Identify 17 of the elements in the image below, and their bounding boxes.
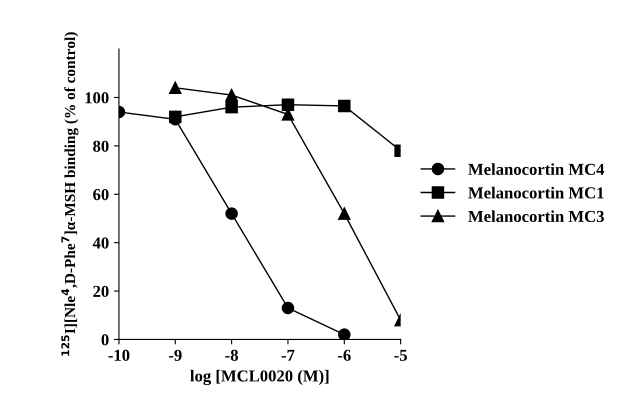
y-tick-label: 0 xyxy=(102,334,109,346)
legend-label: Melanocortin MC4 xyxy=(468,163,604,175)
legend-label: Melanocortin MC1 xyxy=(468,186,604,198)
legend-label: Melanocortin MC3 xyxy=(468,210,604,222)
y-tick-label: 60 xyxy=(93,188,109,200)
x-tick-label: -9 xyxy=(168,350,182,361)
y-tick-label: 100 xyxy=(86,92,109,104)
x-tick-label: -5 xyxy=(394,350,407,361)
x-axis-title: log [MCL0020 (M)] xyxy=(190,370,328,386)
y-axis-title: $^{125}$I][Nle$^{4}$,D-Phe$^{7}$]α-MSH binding (% of control) xyxy=(61,32,78,356)
x-tick-label: -7 xyxy=(282,350,294,361)
y-tick-label: 40 xyxy=(92,237,109,249)
y-tick-label: 80 xyxy=(93,140,109,152)
x-tick-label: -10 xyxy=(108,350,130,361)
x-tick-label: -8 xyxy=(225,350,238,361)
y-tick-label: 20 xyxy=(93,286,109,298)
x-tick-label: -6 xyxy=(338,350,351,361)
